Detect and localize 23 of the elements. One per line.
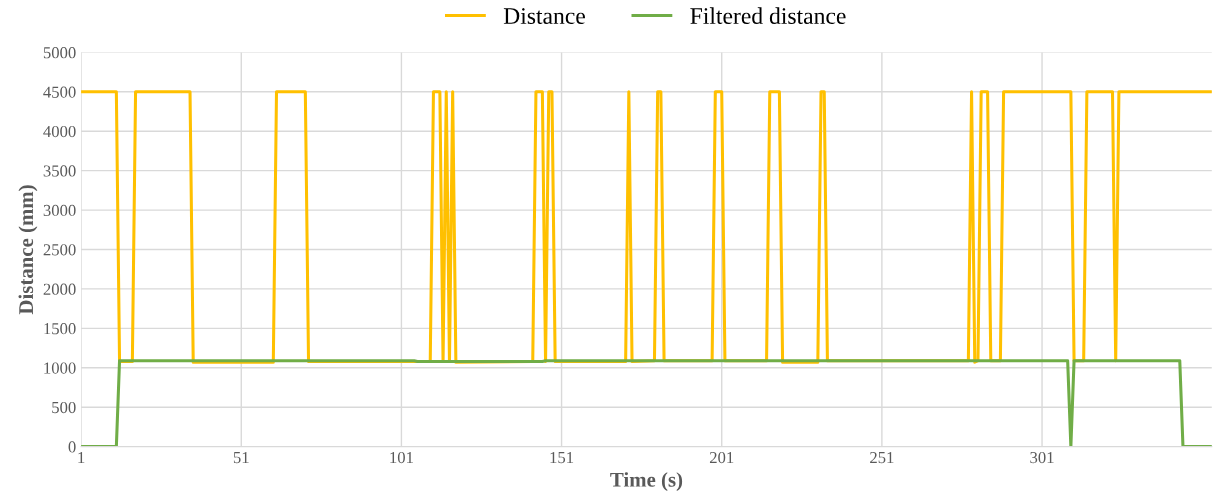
y-tick-label: 1500 (44, 323, 76, 335)
legend-label: Distance (503, 8, 585, 24)
y-axis-title: Distance (mm) (18, 185, 38, 315)
x-tick-label: 51 (233, 452, 249, 464)
x-tick-label: 101 (390, 451, 413, 464)
x-tick-label: 201 (709, 451, 734, 464)
y-tick-label: 2500 (43, 244, 76, 256)
y-tick-label: 4000 (43, 125, 76, 138)
legend-label: Filtered distance (690, 7, 846, 24)
x-axis-title: Time (s) (610, 472, 683, 492)
y-tick-label: 3500 (43, 165, 76, 177)
y-tick-label: 4500 (43, 86, 76, 98)
y-tick-label: 0 (68, 441, 76, 453)
line-series (81, 90, 1212, 364)
x-tick-label: 301 (1030, 451, 1054, 464)
y-tick-label: 3000 (43, 204, 76, 217)
x-tick-label: 251 (870, 451, 894, 464)
y-tick-label: 5000 (43, 47, 76, 59)
y-tick-label: 1000 (44, 362, 76, 374)
y-tick-label: 2000 (43, 283, 76, 295)
x-tick-label: 1 (78, 452, 85, 464)
y-tick-label: 500 (52, 401, 76, 414)
x-tick-label: 151 (550, 452, 574, 464)
